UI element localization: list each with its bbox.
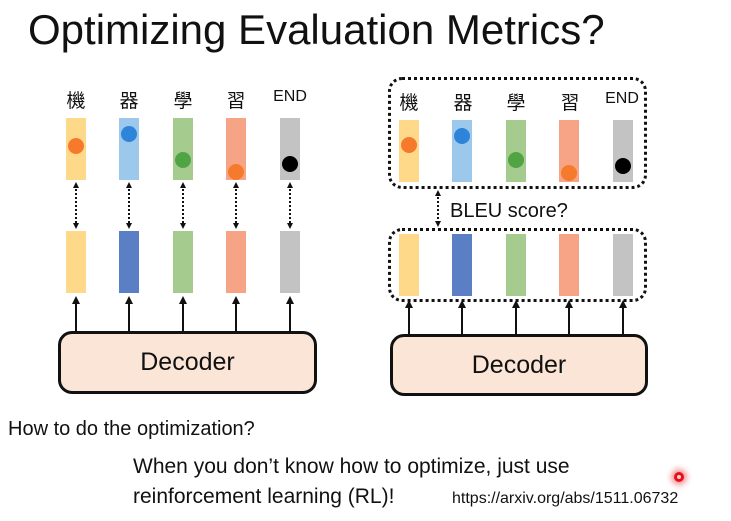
token-1-right: 機 [399,92,419,114]
token-4: 習 [226,90,246,112]
target-bar-5 [280,118,300,180]
output-bar-1 [66,231,86,293]
left-up-arrows [72,296,294,331]
target-dot-1-right [401,137,417,153]
answer-line-2: reinforcement learning (RL)! [133,485,395,508]
left-dotted-arrows [73,182,293,229]
target-bar-3 [173,118,193,180]
token-4-right: 習 [560,92,580,114]
reference-url: https://arxiv.org/abs/1511.06732 [452,490,679,507]
answer-line-1: When you don’t know how to optimize, jus… [133,455,570,478]
target-dot-5 [282,156,298,172]
decoder-box-right: Decoder [390,334,648,396]
target-group-box [388,77,647,189]
target-dot-3-right [508,152,524,168]
bleu-score-label: BLEU score? [450,200,568,222]
output-bar-5 [280,231,300,293]
question-text: How to do the optimization? [8,418,255,440]
slide-title: Optimizing Evaluation Metrics? [28,6,605,53]
decoder-box-left: Decoder [58,331,317,394]
token-3-right: 學 [506,92,526,114]
right-up-arrows [405,300,627,334]
output-bar-5-right [613,234,633,296]
target-dot-5-right [615,158,631,174]
target-bar-4 [226,118,246,180]
target-bar-4-right [559,120,579,182]
token-1: 機 [66,90,86,112]
target-bar-5-right [613,120,633,182]
output-bar-3-right [506,234,526,296]
target-bar-3-right [506,120,526,182]
token-end: END [273,88,307,105]
target-dot-2-right [454,128,470,144]
output-bar-2-right [452,234,472,296]
target-dot-2 [121,126,137,142]
laser-pointer-dot [674,472,684,482]
output-bar-4 [226,231,246,293]
token-2: 器 [119,90,139,112]
target-dot-1 [68,138,84,154]
target-dot-4 [228,164,244,180]
target-bar-1 [66,118,86,180]
output-bar-2 [119,231,139,293]
target-bar-2 [119,118,139,180]
target-bar-2-right [452,120,472,182]
output-bar-1-right [399,234,419,296]
token-2-right: 器 [453,92,473,114]
target-bar-1-right [399,120,419,182]
target-dot-3 [175,152,191,168]
token-3: 學 [173,90,193,112]
target-dot-4-right [561,165,577,181]
output-bar-3 [173,231,193,293]
token-end-right: END [605,90,639,107]
output-bar-4-right [559,234,579,296]
